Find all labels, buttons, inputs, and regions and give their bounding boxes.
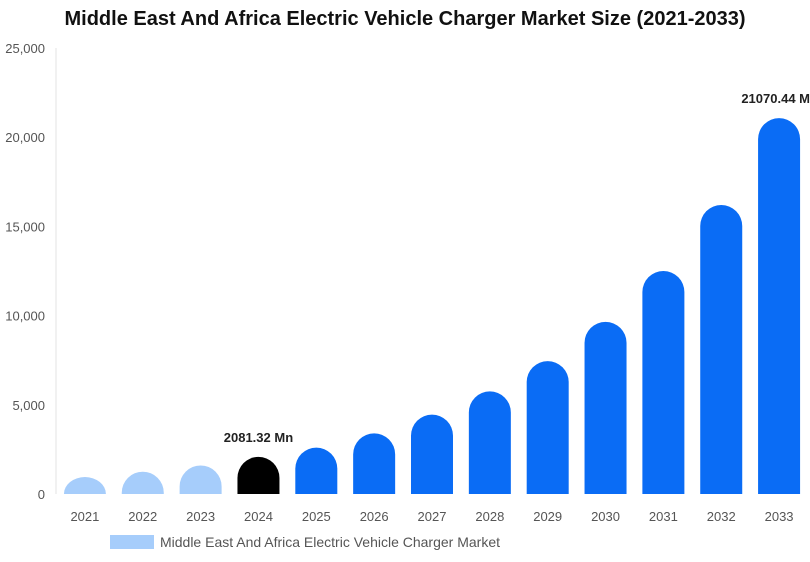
x-tick-label: 2023	[186, 509, 215, 524]
legend-swatch	[109, 535, 154, 549]
bar	[353, 433, 396, 494]
y-tick-label: 20,000	[5, 130, 45, 145]
bar	[468, 391, 511, 494]
bar	[584, 321, 627, 494]
x-tick-label: 2031	[649, 509, 678, 524]
x-tick-label: 2026	[360, 509, 389, 524]
x-tick-label: 2025	[302, 509, 331, 524]
y-tick-label: 25,000	[5, 41, 45, 56]
y-tick-label: 15,000	[5, 219, 45, 234]
bar	[179, 465, 222, 494]
bar	[237, 456, 280, 494]
bar	[121, 471, 164, 494]
bar	[758, 118, 801, 495]
legend-label: Middle East And Africa Electric Vehicle …	[159, 534, 501, 550]
bar	[411, 414, 453, 494]
x-tick-label: 2027	[418, 509, 447, 524]
data-label: 2081.32 Mn	[224, 430, 293, 445]
x-tick-label: 2033	[765, 509, 794, 524]
legend: Middle East And Africa Electric Vehicle …	[0, 534, 810, 550]
x-tick-label: 2024	[244, 509, 273, 524]
bar	[526, 361, 569, 494]
bar	[295, 447, 338, 494]
y-tick-label: 5,000	[12, 398, 45, 413]
x-tick-label: 2021	[70, 509, 99, 524]
x-tick-label: 2022	[128, 509, 157, 524]
bar	[642, 271, 685, 494]
chart-title: Middle East And Africa Electric Vehicle …	[64, 8, 746, 30]
bar	[700, 204, 743, 494]
bar	[63, 477, 106, 494]
x-tick-label: 2032	[707, 509, 736, 524]
data-label: 21070.44 M	[741, 91, 810, 106]
y-tick-label: 0	[38, 487, 45, 502]
x-tick-label: 2029	[533, 509, 562, 524]
x-tick-label: 2028	[475, 509, 504, 524]
y-tick-label: 10,000	[5, 309, 45, 324]
x-tick-label: 2030	[591, 509, 620, 524]
